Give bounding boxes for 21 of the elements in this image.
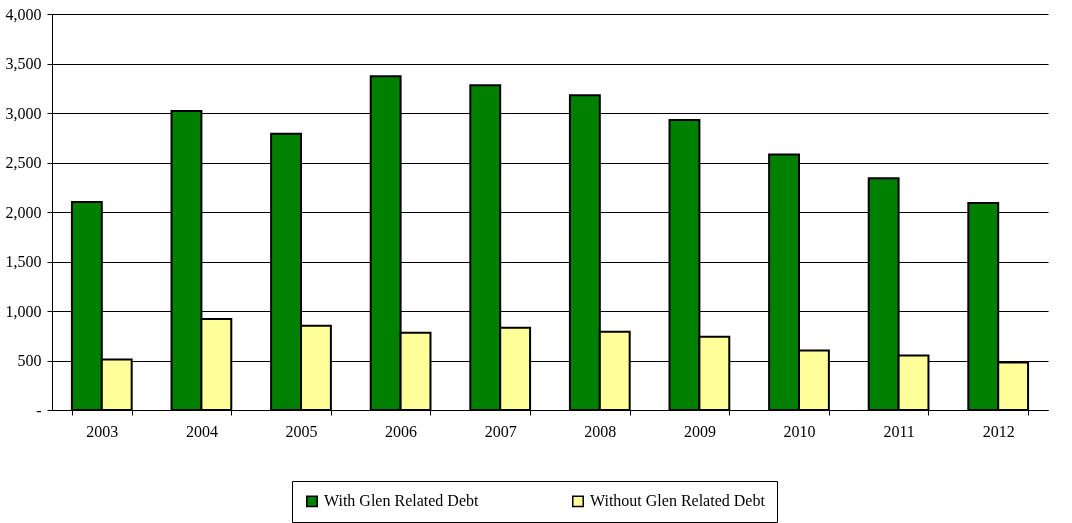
x-tick-label: 2010 — [783, 422, 816, 440]
x-tick-label: 2007 — [484, 422, 517, 440]
y-tick-label: 2,000 — [5, 203, 42, 221]
y-tick-label: 4,000 — [5, 5, 42, 23]
x-tick-label: 2005 — [285, 422, 318, 440]
x-tick-label: 2011 — [883, 422, 915, 440]
y-tick-label: 1,000 — [5, 302, 42, 320]
y-tick-label: 500 — [17, 352, 42, 369]
legend-label: With Glen Related Debt — [324, 492, 479, 510]
y-tick-label: - — [36, 401, 42, 419]
legend-label: Without Glen Related Debt — [590, 492, 766, 510]
x-tick-label: 2006 — [385, 422, 418, 440]
y-tick-label: 1,500 — [5, 253, 42, 270]
x-tick-label: 2004 — [185, 422, 218, 440]
y-tick-label: 3,000 — [5, 104, 42, 122]
x-tick-label: 2012 — [982, 422, 1015, 440]
x-tick-label: 2008 — [584, 422, 617, 440]
x-tick-label: 2003 — [86, 422, 119, 440]
x-tick-label: 2009 — [683, 422, 716, 440]
y-tick-label: 2,500 — [5, 154, 42, 171]
y-tick-label: 3,500 — [5, 55, 42, 72]
